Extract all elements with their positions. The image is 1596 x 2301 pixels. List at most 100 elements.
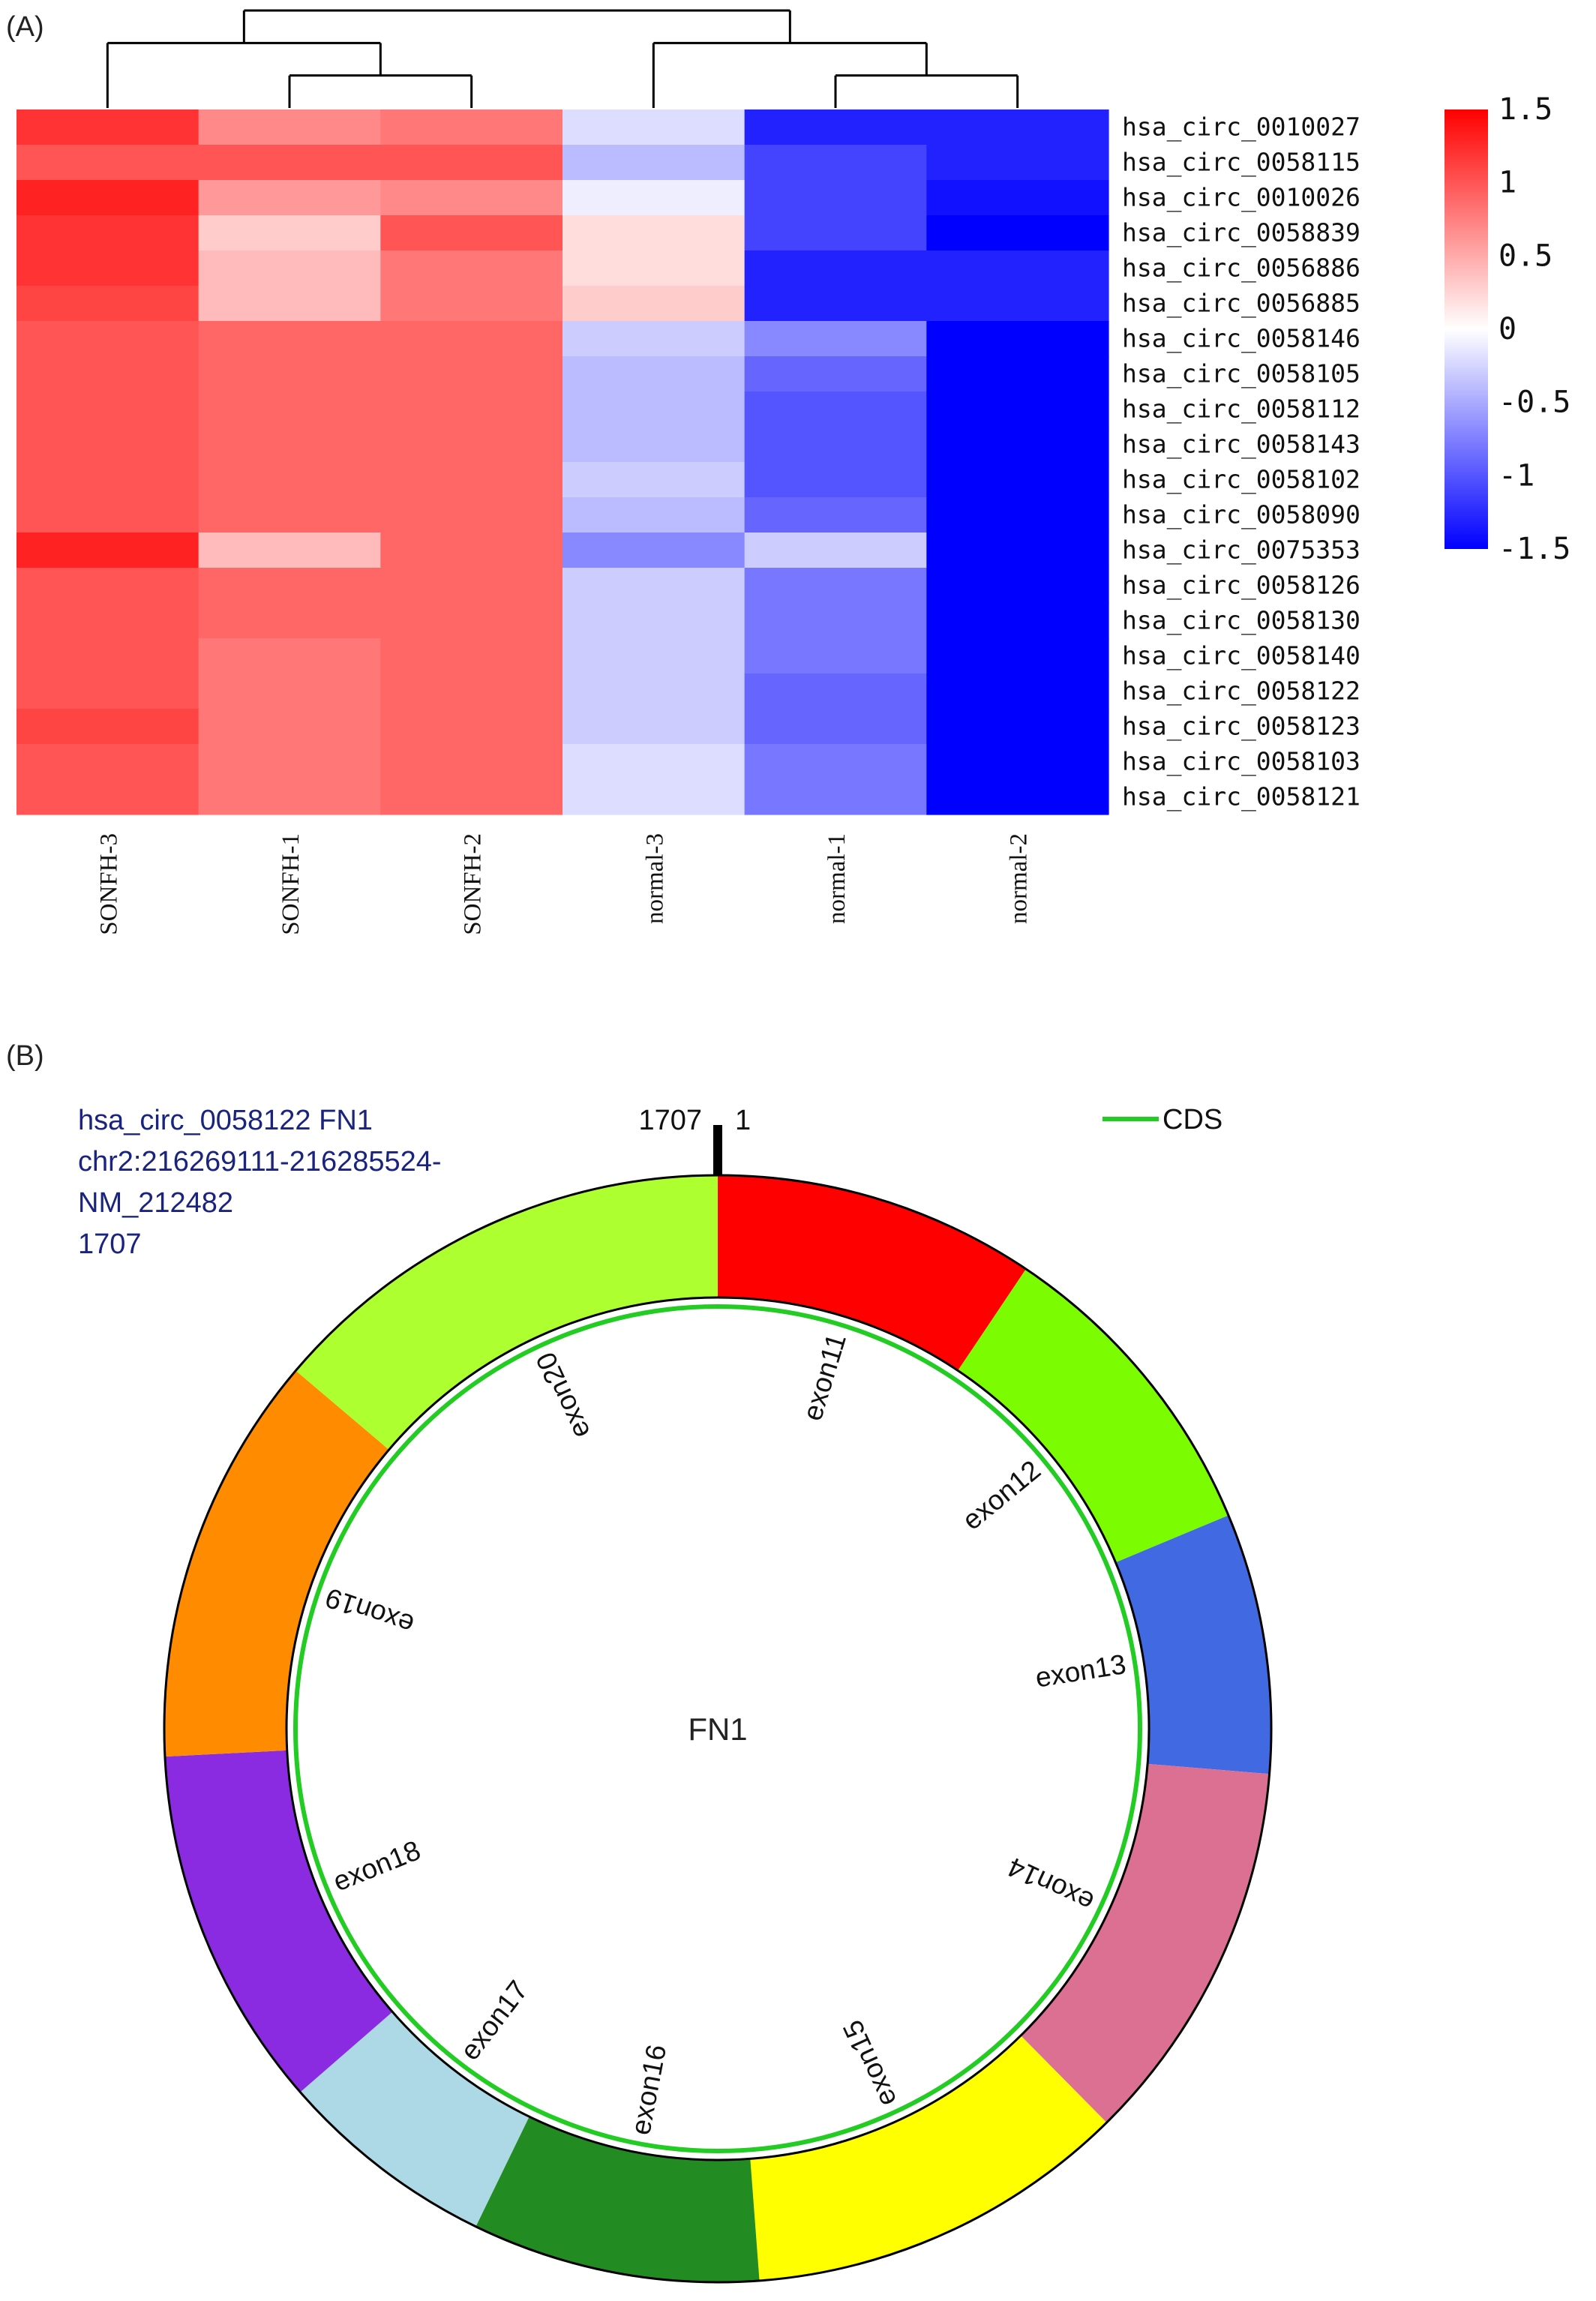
exon-segment (164, 1750, 393, 2092)
heatmap-cell (926, 321, 1109, 357)
heatmap-cell (744, 215, 927, 251)
center-gene-label: FN1 (688, 1712, 747, 1747)
row-label: hsa_circ_0058140 (1122, 641, 1360, 671)
heatmap-cell (16, 250, 200, 286)
heatmap-cells (16, 110, 1109, 815)
heatmap-cell (744, 392, 927, 428)
heatmap-cell (380, 674, 563, 710)
genomic-coordinates-label: chr2:216269111-216285524- (78, 1146, 442, 1178)
column-label: SONFH-3 (95, 833, 122, 935)
row-label: hsa_circ_0058112 (1122, 394, 1360, 424)
row-label: hsa_circ_0058146 (1122, 324, 1360, 354)
heatmap-cell (926, 392, 1109, 428)
heatmap-cell (16, 779, 200, 815)
heatmap-panel: (A) hsa_circ_0010027hsa_circ_0058115hsa_… (6, 9, 1570, 935)
heatmap-cell (198, 392, 381, 428)
heatmap-cell (198, 180, 381, 216)
heatmap-cell (744, 321, 927, 357)
heatmap-cell (744, 603, 927, 639)
heatmap-cell (16, 356, 200, 392)
heatmap-cell (380, 392, 563, 428)
heatmap-cell (16, 674, 200, 710)
heatmap-cell (16, 497, 200, 533)
heatmap-cell (744, 286, 927, 322)
heatmap-cell (380, 110, 563, 146)
heatmap-cell (380, 497, 563, 533)
heatmap-cell (926, 744, 1109, 780)
colorbar-tick-label: -1.5 (1498, 532, 1570, 566)
heatmap-cell (562, 497, 746, 533)
exon-segment (958, 1269, 1228, 1563)
exon-segment (300, 2012, 530, 2227)
heatmap-cell (744, 427, 927, 463)
heatmap-cell (380, 215, 563, 251)
heatmap-cell (562, 180, 746, 216)
heatmap-cell (926, 568, 1109, 604)
ring-inner-border (285, 1296, 1150, 2162)
row-label: hsa_circ_0056886 (1122, 254, 1360, 284)
heatmap-cell (198, 779, 381, 815)
column-label: normal-3 (641, 833, 668, 924)
circrna-id-label: hsa_circ_0058122 FN1 (78, 1105, 373, 1136)
heatmap-cell (744, 110, 927, 146)
exon-segment (296, 1175, 718, 1450)
heatmap-cell (562, 392, 746, 428)
heatmap-cell (380, 356, 563, 392)
row-label: hsa_circ_0010026 (1122, 183, 1360, 213)
heatmap-cell (744, 779, 927, 815)
heatmap-cell (926, 215, 1109, 251)
heatmap-cell (926, 709, 1109, 745)
column-dendrogram (106, 9, 1019, 108)
column-label: normal-1 (824, 833, 850, 924)
heatmap-cell (16, 532, 200, 568)
heatmap-cell (562, 638, 746, 674)
heatmap-cell (198, 321, 381, 357)
exon-ring (164, 1175, 1271, 2282)
exon-segment (164, 1370, 389, 1757)
heatmap-cell (926, 180, 1109, 216)
heatmap-cell (380, 603, 563, 639)
heatmap-cell (744, 356, 927, 392)
heatmap-cell (380, 568, 563, 604)
row-label: hsa_circ_0058115 (1122, 148, 1360, 178)
heatmap-cell (926, 603, 1109, 639)
row-label: hsa_circ_0058126 (1122, 571, 1360, 601)
heatmap-cell (926, 250, 1109, 286)
exon-segment (1021, 1763, 1270, 2123)
row-label: hsa_circ_0058839 (1122, 218, 1360, 248)
heatmap-cell (198, 250, 381, 286)
colorbar-tick-label: -1 (1498, 458, 1534, 493)
row-label: hsa_circ_0058122 (1122, 676, 1360, 706)
heatmap-cell (926, 427, 1109, 463)
heatmap-cell (380, 462, 563, 498)
heatmap-cell (16, 215, 200, 251)
heatmap-cell (16, 744, 200, 780)
heatmap-cell (16, 427, 200, 463)
heatmap-cell (198, 427, 381, 463)
row-label: hsa_circ_0058143 (1122, 430, 1360, 460)
heatmap-cell (562, 215, 746, 251)
heatmap-cell (744, 145, 927, 181)
exon-segment (750, 2036, 1107, 2281)
heatmap-cell (198, 674, 381, 710)
heatmap-cell (198, 215, 381, 251)
heatmap-cell (198, 462, 381, 498)
transcript-id-label: NM_212482 (78, 1187, 233, 1219)
heatmap-cell (562, 321, 746, 357)
start-position-label: 1 (735, 1105, 751, 1136)
heatmap-cell (198, 145, 381, 181)
heatmap-cell (926, 462, 1109, 498)
heatmap-cell (16, 110, 200, 146)
heatmap-cell (380, 638, 563, 674)
heatmap-cell (562, 603, 746, 639)
heatmap-cell (198, 603, 381, 639)
heatmap-cell (16, 709, 200, 745)
exon-segment (718, 1175, 1026, 1371)
exon-segment (1115, 1515, 1271, 1774)
heatmap-cell (744, 497, 927, 533)
heatmap-cell (198, 638, 381, 674)
heatmap-cell (744, 638, 927, 674)
heatmap-cell (926, 532, 1109, 568)
heatmap-cell (744, 250, 927, 286)
heatmap-cell (926, 497, 1109, 533)
